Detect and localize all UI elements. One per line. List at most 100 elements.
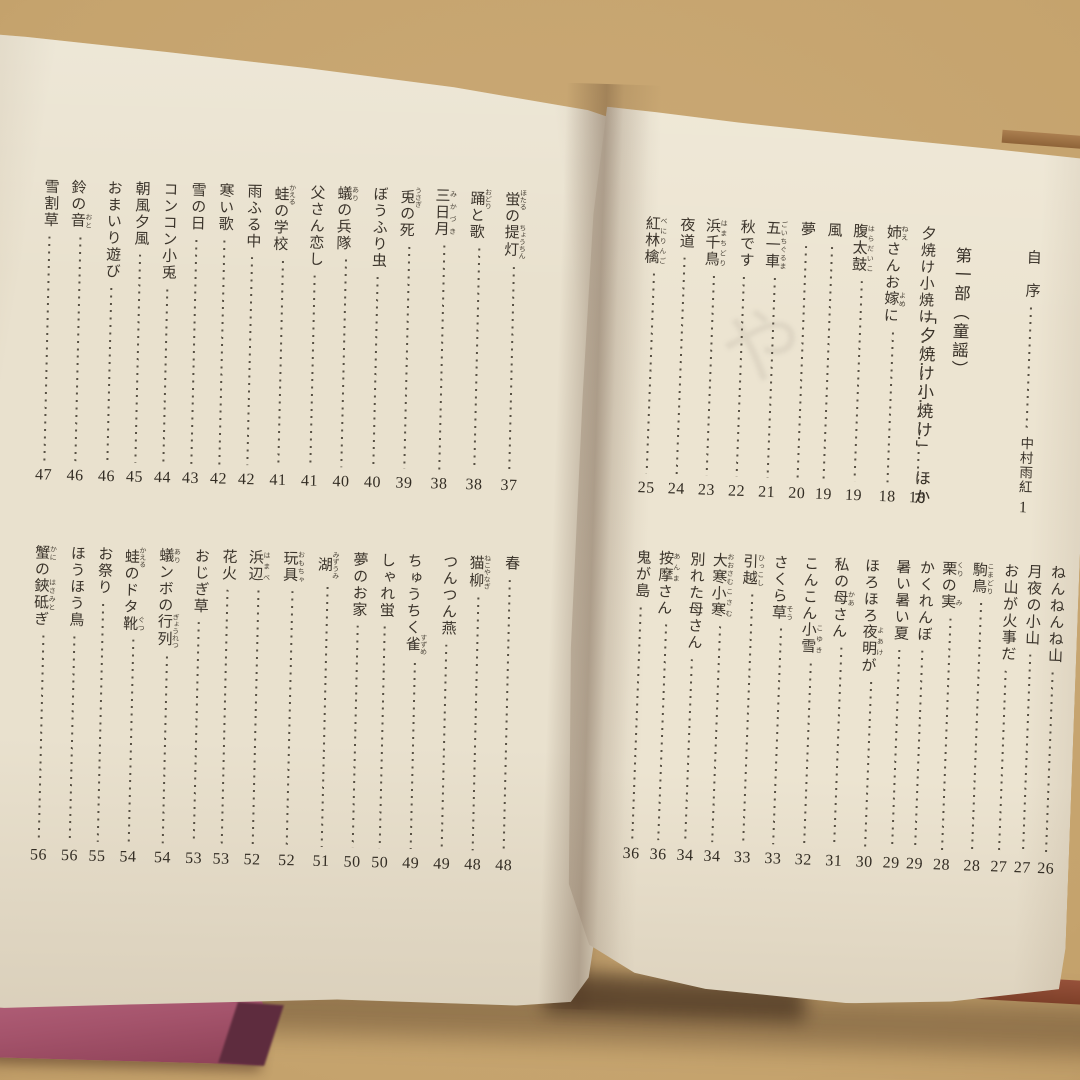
dotted-leader — [645, 271, 656, 475]
page-number: 42 — [209, 470, 228, 488]
toc-entry: 蟹かにの鋏砥 はさみとぎ 56 — [26, 544, 57, 864]
toc-entry: 鈴の音 おと 46 — [63, 179, 94, 485]
page-number: 44 — [153, 469, 172, 487]
toc-entry: 父さん恋し 41 — [301, 184, 325, 490]
right-page-toc-lower: ねんねんね山 26 月夜の小山 27 お山が火事だ 27 駒鳥こまどり 28 栗くりの実み 28 か… — [622, 549, 1065, 879]
toc-title: 風 — [825, 221, 842, 240]
page-number: 20 — [787, 484, 806, 503]
dotted-leader — [765, 276, 776, 480]
toc-entry: 寒い歌 42 — [210, 182, 234, 488]
page-number: 48 — [464, 856, 482, 874]
page-number: 41 — [269, 471, 287, 490]
toc-title: ほうほう鳥 — [67, 545, 85, 629]
toc-title: 踊おどりと歌 — [467, 188, 493, 241]
toc-title: 玩具 おもちゃ — [280, 549, 306, 584]
page-number: 27 — [1013, 859, 1032, 877]
toc-title: 別れた母さん — [685, 551, 705, 652]
dotted-leader — [126, 638, 135, 845]
page-block-fore-edge — [1001, 129, 1080, 150]
page-number: 52 — [243, 851, 261, 869]
toc-title: ぼうふり虫 — [369, 185, 388, 270]
page-number: 18 — [878, 487, 897, 506]
page-number: 18 — [908, 489, 927, 507]
toc-title: ほろほろ夜明よあけが — [859, 557, 885, 675]
toc-entry: 浜千鳥はまちどり 23 — [694, 217, 728, 500]
toc-title: 夕焼け小焼け — [916, 225, 936, 326]
dotted-leader — [437, 243, 446, 471]
dotted-leader — [863, 680, 873, 850]
toc-entry: 玩具 おもちゃ 52 — [274, 550, 305, 870]
toc-entry: 駒鳥こまどり 28 — [960, 561, 995, 876]
page-number: 22 — [727, 482, 746, 501]
toc-entry: 雪割草 47 — [35, 178, 59, 484]
page-number: 42 — [237, 470, 256, 489]
toc-title: おじぎ草 — [191, 547, 210, 615]
dotted-leader — [684, 657, 695, 843]
toc-title: 按摩あんまさん — [654, 549, 682, 617]
toc-title: 蛍ほたるの提灯 ちょうちん — [502, 188, 528, 260]
toc-entry: 夢のお家 50 — [343, 552, 367, 872]
page-number: 40 — [332, 473, 350, 491]
toc-entry: 雨ふる中 42 — [238, 183, 262, 489]
page-number: 56 — [60, 847, 79, 865]
toc-title: 雪の日 — [188, 181, 206, 232]
toc-entry: 蛍ほたるの提灯 ちょうちん 37 — [497, 189, 528, 495]
page-number: 41 — [300, 472, 319, 490]
page-number: 36 — [622, 844, 641, 863]
toc-title: 姉ねえさんお嫁 よめに — [881, 224, 910, 325]
dotted-leader — [42, 234, 51, 462]
toc-entry: 引越ひっこし 33 — [730, 553, 765, 868]
toc-entry: 蟻ありンボの行列 ぎょうれつ 54 — [150, 547, 181, 867]
toc-title: 私の母 かあさん — [829, 556, 856, 640]
toc-title: 蟻ありンボの行列 ぎょうれつ — [155, 547, 182, 649]
toc-entry: 夜道 24 — [667, 216, 694, 498]
toc-entry: つんつん燕 49 — [433, 554, 457, 874]
toc-entry: 朝風夕風 45 — [126, 180, 150, 486]
toc-title: 父さん恋し — [306, 184, 325, 268]
dotted-leader — [409, 661, 417, 851]
toc-entry: おまいり遊び 46 — [98, 180, 122, 486]
dotted-leader — [192, 620, 201, 846]
toc-title: 駒鳥こまどり — [969, 561, 996, 596]
toc-title: 大寒おおさむ小寒こさむ — [708, 551, 736, 620]
page-number: 54 — [119, 848, 137, 866]
toc-entry: 蛙かえるのドタ靴 ぐつ 54 — [116, 546, 147, 866]
page-number: 46 — [66, 467, 84, 485]
dotted-leader — [822, 245, 835, 482]
dotted-leader — [802, 661, 813, 847]
toc-entry: さくら草 そう 33 — [761, 554, 796, 869]
toc-title: 猫柳 ねこやなぎ — [467, 554, 492, 590]
toc-entry: ぼうふり虫 40 — [364, 186, 388, 492]
dotted-leader — [161, 654, 169, 845]
toc-entry: 秋です 22 — [728, 219, 755, 501]
page-number: 32 — [794, 851, 813, 869]
toc-entry: 花火 53 — [212, 549, 236, 869]
toc-entry: 栗くりの実み 28 — [929, 560, 964, 875]
page-number: 50 — [343, 853, 361, 871]
toc-title: 春 — [502, 554, 520, 572]
page-number: 40 — [363, 473, 382, 492]
dotted-leader — [832, 646, 843, 849]
toc-entry: ほうほう鳥 56 — [61, 545, 85, 865]
dotted-leader — [852, 279, 863, 483]
toc-title: つんつん燕 — [439, 553, 458, 637]
page-number: 48 — [495, 856, 513, 875]
toc-entry: 風 19 — [815, 222, 842, 504]
page-number: 52 — [277, 851, 296, 870]
dotted-leader — [1021, 653, 1032, 856]
page-number: 28 — [932, 856, 951, 874]
dotted-leader — [710, 625, 722, 845]
toc-title: 蛙かえるの学校 — [271, 183, 297, 253]
toc-title: 蟻ありの兵隊 — [334, 185, 360, 252]
page-number: 55 — [88, 847, 106, 866]
toc-title: 夢のお家 — [350, 551, 368, 619]
page-number: 26 — [1036, 860, 1055, 878]
dotted-leader — [741, 593, 754, 846]
toc-entry: 春 48 — [495, 555, 519, 875]
page-number: 1 — [1018, 499, 1028, 517]
page-number: 36 — [649, 845, 667, 864]
toc-title: 浜千鳥はまちどり — [702, 217, 729, 269]
page-number: 24 — [667, 480, 686, 498]
toc-title: 雨ふる中 — [244, 183, 262, 250]
dotted-leader — [916, 331, 926, 485]
